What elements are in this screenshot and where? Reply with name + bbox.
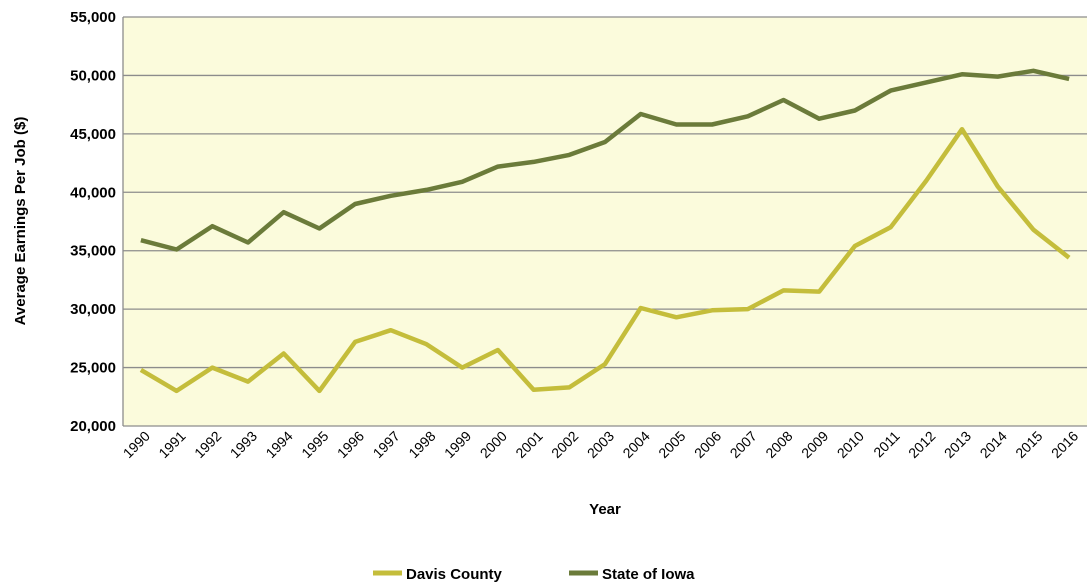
x-tick-label: 2012	[905, 428, 938, 461]
legend: Davis County State of Iowa	[373, 566, 695, 583]
x-tick-label: 2003	[584, 428, 617, 461]
y-tick-label: 50,000	[70, 67, 116, 84]
x-tick-label: 1998	[405, 428, 438, 461]
series-lines	[139, 68, 1071, 394]
x-axis-title: Year	[589, 501, 621, 518]
series-line-state-of-iowa	[140, 68, 1070, 252]
legend-item-davis-county: Davis County	[373, 566, 503, 583]
legend-label-state-of-iowa: State of Iowa	[602, 566, 695, 583]
x-tick-label: 2013	[941, 428, 974, 461]
x-tick-label: 1999	[441, 428, 474, 461]
series-line-davis-county	[139, 126, 1071, 394]
x-tick-label: 2010	[834, 428, 867, 461]
x-tick-label: 2006	[691, 428, 724, 461]
x-tick-label: 2014	[977, 428, 1010, 461]
y-tick-label: 25,000	[70, 360, 116, 377]
plot-area	[123, 17, 1087, 426]
x-tick-label: 2011	[870, 428, 903, 461]
y-tick-label: 55,000	[70, 9, 116, 26]
x-tick-label: 2005	[655, 428, 688, 461]
x-tick-label: 1991	[155, 428, 188, 461]
gridlines	[122, 16, 1087, 427]
y-tick-label: 35,000	[70, 243, 116, 260]
y-axis-ticks: 20,000 25,000 30,000 35,000 40,000 45,000 50,0…	[70, 9, 116, 435]
x-tick-label: 1997	[370, 428, 403, 461]
x-tick-label: 2001	[512, 428, 545, 461]
y-tick-label: 20,000	[70, 418, 116, 435]
legend-label-davis-county: Davis County	[406, 566, 503, 583]
x-tick-label: 1994	[262, 428, 295, 461]
legend-item-state-of-iowa: State of Iowa	[569, 566, 695, 583]
y-tick-label: 40,000	[70, 184, 116, 201]
y-axis-title: Average Earnings Per Job ($)	[12, 117, 29, 326]
x-tick-label: 1992	[191, 428, 224, 461]
x-tick-label: 2002	[548, 428, 581, 461]
x-tick-label: 2008	[762, 428, 795, 461]
x-tick-label: 2009	[798, 428, 831, 461]
y-tick-label: 30,000	[70, 301, 116, 318]
x-tick-label: 1990	[120, 428, 153, 461]
x-tick-label: 2015	[1012, 428, 1045, 461]
x-tick-label: 2004	[619, 428, 652, 461]
x-tick-label: 2007	[727, 428, 760, 461]
x-tick-label: 2000	[477, 428, 510, 461]
x-tick-label: 2016	[1048, 428, 1081, 461]
x-tick-label: 1995	[298, 428, 331, 461]
x-tick-label: 1996	[334, 428, 367, 461]
x-axis-ticks: 1990 1991 1992 1993 1994 1995 1996 1997 1998 1999…	[120, 428, 1082, 461]
y-tick-label: 45,000	[70, 126, 116, 143]
x-tick-label: 1993	[227, 428, 260, 461]
